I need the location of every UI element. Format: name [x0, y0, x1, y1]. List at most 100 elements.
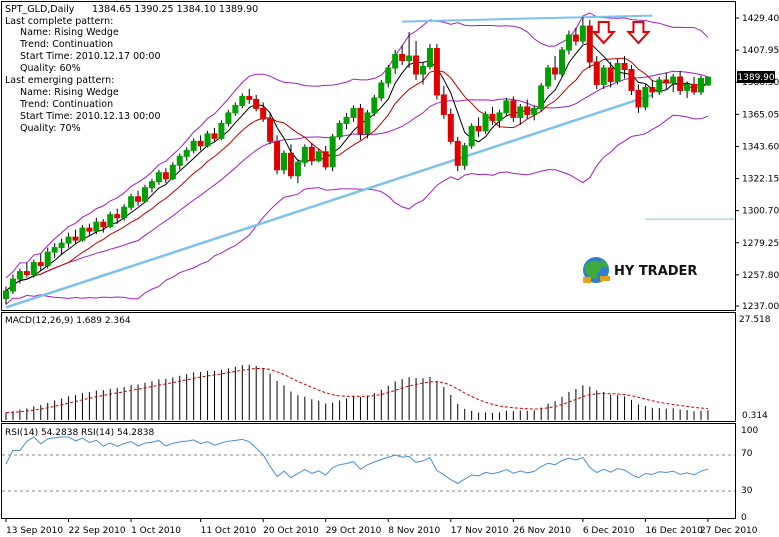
candle: [260, 102, 267, 122]
wedge-trendlines: [5, 14, 735, 309]
candle: [218, 120, 225, 140]
candle-body: [621, 63, 628, 70]
watermark-text: HY TRADER: [614, 264, 697, 279]
candle-body: [135, 196, 142, 202]
candle: [274, 135, 281, 175]
candle-body: [169, 164, 176, 180]
hy-trader-logo: HY TRADER: [583, 257, 697, 283]
candle: [301, 144, 308, 167]
complete-pattern-start: Start Time: 2010.12.17 00:00: [20, 51, 161, 62]
candle-body: [406, 55, 413, 62]
candle-body: [635, 89, 642, 108]
complete-pattern-trend: Trend: Continuation: [19, 39, 113, 50]
candle-body: [253, 98, 260, 109]
candle-body: [350, 107, 357, 118]
macd-signal-line: [5, 368, 709, 414]
candle-body: [586, 25, 593, 63]
candle-body: [30, 262, 37, 276]
candle: [190, 138, 197, 154]
candle-body: [468, 125, 475, 147]
candle: [239, 93, 246, 109]
candle: [197, 135, 204, 151]
candle: [607, 62, 614, 88]
globe-logo-icon: [583, 257, 610, 283]
candle-body: [114, 214, 121, 219]
candle-body: [378, 82, 385, 99]
candle-body: [267, 118, 274, 142]
candle: [371, 94, 378, 116]
candle-body: [656, 79, 663, 93]
candle: [454, 136, 461, 172]
candle-body: [329, 136, 336, 168]
candle: [169, 162, 176, 181]
candle: [65, 232, 72, 248]
candle-body: [433, 48, 440, 96]
candle: [51, 243, 58, 259]
candle-body: [691, 83, 698, 93]
candle: [656, 76, 663, 95]
candle-body: [37, 262, 44, 267]
candle-body: [413, 55, 420, 75]
price-tick-label: 1407.95: [742, 46, 779, 56]
date-tick-label: 16 Dec 2010: [645, 526, 703, 536]
macd-scale-top: 27.518: [739, 315, 771, 325]
candle: [162, 168, 169, 184]
candle-body: [614, 63, 621, 82]
candle: [517, 103, 524, 125]
candle: [538, 82, 545, 112]
candle-body: [44, 251, 51, 267]
candle-body: [385, 67, 392, 84]
candle-body: [58, 242, 65, 249]
candle: [121, 204, 128, 221]
candle-body: [93, 221, 100, 232]
ohlc-label: 1384.65 1390.25 1384.10 1389.90: [92, 4, 258, 15]
price-tick-label: 1257.80: [742, 271, 779, 281]
candle-body: [531, 107, 538, 115]
date-tick-label: 6 Dec 2010: [583, 526, 635, 536]
candle-body: [336, 122, 343, 138]
candle: [357, 103, 364, 140]
candle-body: [524, 106, 531, 115]
candle: [649, 79, 656, 98]
candle: [114, 208, 121, 224]
candle: [579, 17, 586, 45]
ma-red-line: [5, 57, 709, 292]
emerging-pattern-name: Name: Rising Wedge: [20, 87, 119, 98]
candle: [267, 112, 274, 145]
candle: [593, 56, 600, 89]
candle: [447, 108, 454, 145]
candle-body: [121, 206, 128, 219]
candle: [294, 159, 301, 184]
candle-body: [128, 196, 135, 208]
emerging-pattern-quality: Quality: 70%: [20, 123, 81, 134]
candle: [600, 65, 607, 89]
rsi-scale-0: 0: [741, 513, 747, 523]
upper-wedge-line: [402, 14, 653, 23]
date-tick-label: 29 Oct 2010: [326, 526, 382, 536]
candle: [322, 145, 329, 170]
candle: [44, 247, 51, 269]
candle: [343, 112, 350, 130]
candle: [93, 217, 100, 235]
candle: [440, 85, 447, 119]
date-tick-label: 22 Sep 2010: [69, 526, 126, 536]
candle: [232, 102, 239, 116]
price-panel-frame: [1, 1, 736, 311]
candle-body: [503, 100, 510, 114]
candle: [663, 72, 670, 89]
candle-body: [440, 94, 447, 115]
candle-body: [176, 155, 183, 166]
price-tick-label: 1343.60: [742, 142, 779, 152]
candle-body: [197, 140, 204, 147]
candle-body: [475, 125, 482, 132]
candle-body: [155, 172, 162, 183]
down-arrow-icon: [626, 21, 651, 45]
date-tick-label: 26 Nov 2010: [513, 526, 571, 536]
candle-body: [142, 187, 148, 202]
bollinger-lower: [5, 114, 709, 305]
candle: [426, 44, 433, 70]
candle-body: [684, 83, 691, 91]
candle-body: [357, 107, 364, 135]
candle: [420, 62, 426, 85]
